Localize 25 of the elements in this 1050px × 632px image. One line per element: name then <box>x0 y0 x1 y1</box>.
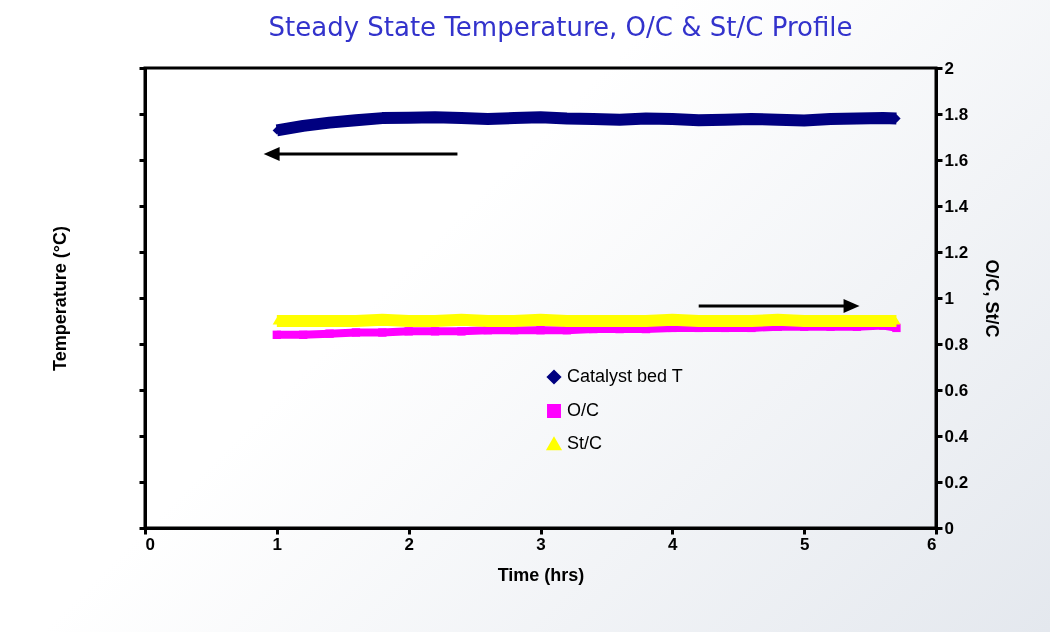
y2-tick-label: 0 <box>944 518 954 538</box>
y2-tick-label: 2 <box>944 58 954 78</box>
y2-tick-label: 1.6 <box>944 150 969 170</box>
x-tick-label: 1 <box>272 534 283 554</box>
x-tick-label: 6 <box>927 534 937 554</box>
y2-axis-title: O/C, St/C <box>982 259 1003 338</box>
y2-tick-label: 1.4 <box>944 196 969 216</box>
legend-label: St/C <box>567 433 603 453</box>
y2-tick-label: 1.8 <box>944 104 969 124</box>
x-tick-label: 2 <box>404 534 414 554</box>
y2-tick-label: 0.4 <box>944 426 969 446</box>
y2-tick-label: 0.2 <box>944 472 969 492</box>
chart-title: Steady State Temperature, O/C & St/C Profile <box>268 12 853 42</box>
legend-label: O/C <box>567 400 600 420</box>
y2-tick-label: 0.8 <box>944 334 969 354</box>
x-tick-label: 5 <box>799 534 810 554</box>
y2-tick-label: 1 <box>944 288 954 308</box>
x-tick-label: 4 <box>668 534 679 554</box>
x-axis-title: Time (hrs) <box>497 564 585 585</box>
x-tick-label: 0 <box>145 534 155 554</box>
y2-tick-label: 1.2 <box>944 242 969 262</box>
legend-label: Catalyst bed T <box>567 366 683 386</box>
y-axis-title: Temperature (°C) <box>50 226 70 371</box>
x-tick-label: 3 <box>536 534 546 554</box>
y2-tick-label: 0.6 <box>944 380 969 400</box>
